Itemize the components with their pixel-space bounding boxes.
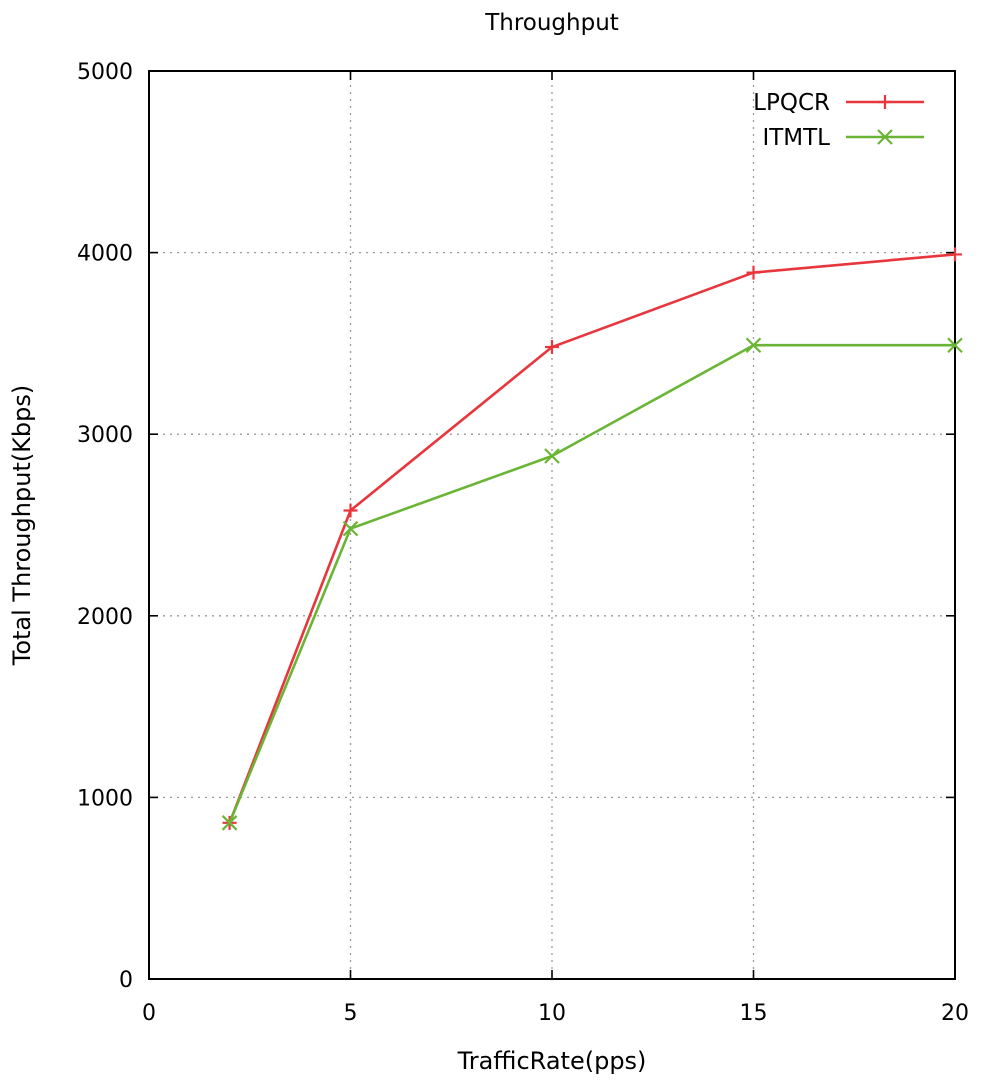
legend-label-lpqcr: LPQCR — [753, 90, 830, 116]
y-tick-label: 0 — [119, 968, 133, 993]
data-point-itmtl — [947, 337, 963, 353]
legend-label-itmtl: ITMTL — [762, 125, 830, 151]
y-tick-label: 2000 — [77, 605, 133, 630]
series-itmtl — [221, 337, 963, 831]
data-point-itmtl — [544, 448, 560, 464]
legend-marker-itmtl — [877, 129, 893, 145]
x-tick-label: 5 — [344, 1001, 358, 1026]
data-point-itmtl — [342, 520, 359, 537]
series-line-lpqcr — [228, 253, 956, 824]
y-tick-label: 3000 — [77, 423, 133, 448]
series-line-itmtl — [228, 343, 955, 824]
y-tick-label: 5000 — [77, 60, 133, 85]
x-tick-label: 15 — [740, 1001, 768, 1026]
legend-marker-lpqcr — [878, 95, 892, 109]
x-axis-label: TrafficRate(pps) — [457, 1047, 647, 1075]
data-series — [221, 247, 963, 831]
x-tick-label: 20 — [941, 1001, 969, 1026]
series-lpqcr — [222, 247, 962, 830]
x-tick-label: 0 — [142, 1001, 156, 1026]
legend: LPQCR ITMTL — [753, 90, 924, 151]
data-point-itmtl — [745, 337, 762, 353]
data-point-lpqcr — [948, 247, 962, 262]
axis-ticks: 0 5 10 15 20 0 1000 2000 3000 4000 5000 — [77, 60, 969, 1026]
data-point-lpqcr — [746, 265, 761, 280]
data-point-itmtl — [221, 815, 238, 831]
chart-title: Throughput — [484, 10, 619, 36]
y-tick-label: 4000 — [77, 242, 133, 267]
x-tick-label: 10 — [538, 1001, 566, 1026]
data-point-lpqcr — [545, 340, 559, 355]
grid-lines — [149, 71, 955, 979]
data-point-lpqcr — [343, 503, 358, 518]
y-tick-label: 1000 — [77, 786, 133, 811]
y-axis-label: Total Throughput(Kbps) — [8, 385, 36, 667]
